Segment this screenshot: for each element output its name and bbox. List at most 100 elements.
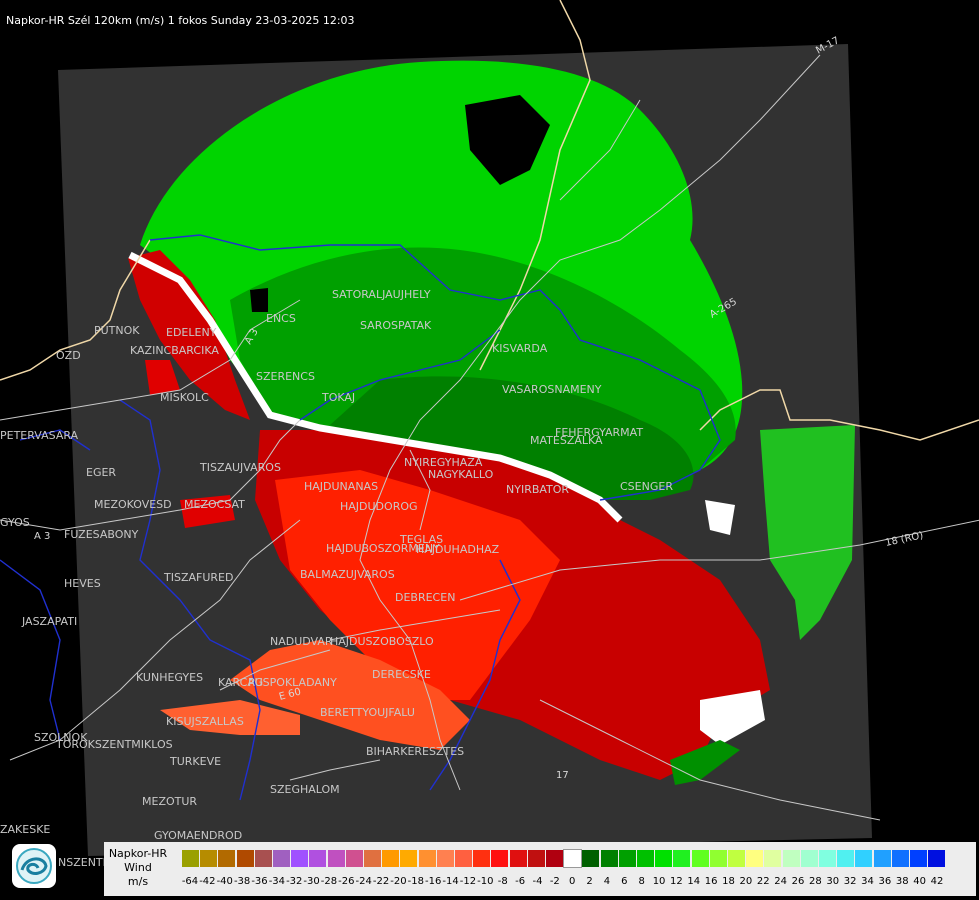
city-label: HAJDUNANAS [304, 480, 378, 493]
legend-swatch [364, 850, 381, 867]
legend-tick-label: 14 [687, 876, 701, 887]
legend-tick-label: 0 [569, 876, 576, 887]
legend-swatch [618, 850, 636, 867]
legend-swatch [509, 850, 527, 867]
legend-swatch [800, 850, 818, 867]
napkor-logo-icon [12, 844, 56, 888]
legend-swatch [273, 850, 290, 867]
city-label: SAROSPATAK [360, 319, 432, 332]
legend-tick-label: 36 [878, 876, 892, 887]
legend-swatch [309, 850, 327, 867]
legend-swatch [254, 850, 272, 867]
zero-velocity-patch [700, 500, 765, 745]
legend-tick-label: -18 [407, 876, 425, 887]
city-label: SZOLNOK [34, 731, 88, 744]
legend-tick-label: -38 [233, 876, 251, 887]
wind-echo-green-darker [330, 376, 694, 500]
legend-tick-label: -22 [372, 876, 390, 887]
city-label: KARCAG [218, 676, 263, 689]
legend-tick-label: -32 [286, 876, 303, 887]
city-label: NAGYKALLO [428, 468, 494, 481]
echo-gap [250, 95, 550, 312]
city-label: MISKOLC [160, 391, 209, 404]
city-label: ZAKESKE [0, 823, 50, 836]
legend-title-line: Wind [124, 861, 152, 874]
legend-tick-label: 42 [930, 876, 944, 887]
wind-echo-orange-west [160, 700, 300, 735]
legend-tick-label: -26 [338, 876, 355, 887]
legend-tick-label: 2 [586, 876, 593, 887]
legend-tick-label: -36 [251, 876, 268, 887]
legend-tick-label: -16 [425, 876, 442, 887]
road-network [0, 54, 979, 821]
color-legend: Napkor-HR Wind m/s -64 -42 -40 -38 -36 -34 -32… [104, 842, 976, 896]
legend-tick-label: 24 [774, 876, 788, 887]
city-label: DERECSKE [372, 668, 431, 681]
legend-tick-label: 26 [791, 876, 805, 887]
city-label: VASAROSNAMENY [502, 383, 602, 396]
legend-swatch [546, 850, 563, 867]
legend-tick-label: 12 [670, 876, 683, 887]
city-label: CSENGER [620, 480, 673, 493]
legend-tick-label: -6 [515, 876, 526, 887]
wind-echo-red-west [145, 360, 235, 528]
legend-swatch [436, 850, 454, 867]
legend-swatch [673, 850, 691, 867]
legend-tick-label: 8 [638, 876, 645, 887]
legend-swatch [637, 850, 654, 867]
legend-swatch [400, 850, 418, 867]
legend-title-line: Napkor-HR [108, 847, 168, 860]
city-label: NYIRBATOR [506, 483, 569, 496]
city-label: PETERVASARA [0, 429, 79, 442]
city-label: MEZOTUR [142, 795, 197, 808]
legend-tick-label: -28 [320, 876, 338, 887]
city-label: JASZAPATI [21, 615, 77, 628]
city-label: SZEGHALOM [270, 783, 340, 796]
legend-tick-label: -4 [532, 876, 543, 887]
legend-swatch [728, 850, 745, 867]
city-label: KAZINCBARCIKA [130, 344, 219, 357]
city-label: FUZESABONY [64, 528, 139, 541]
legend-tick-label: 40 [913, 876, 927, 887]
city-label: KISUJSZALLAS [166, 715, 244, 728]
wind-echo-green-east [760, 425, 855, 640]
city-label: KISVARDA [492, 342, 548, 355]
city-label: BALMAZUJVAROS [300, 568, 395, 581]
city-label: FEHERGYARMAT [555, 426, 643, 439]
city-label: HAJDUDOROG [340, 500, 418, 513]
city-label: HAJDUSZOBOSZLO [330, 635, 434, 648]
legend-swatch [837, 850, 855, 867]
legend-swatch [563, 849, 583, 868]
city-label: HAJDUBOSZORMENY [326, 542, 440, 555]
road-label: 17 [556, 770, 569, 781]
legend-swatch [819, 850, 836, 867]
legend-swatch [327, 850, 345, 867]
city-label: TEGLAS [399, 533, 443, 546]
zero-velocity-band [128, 251, 623, 523]
city-label: NYIREGYHAZA [404, 456, 483, 469]
legend-swatch [764, 850, 782, 867]
city-label: BIHARKERESZTES [366, 745, 464, 758]
legend-tick-label: -20 [390, 876, 407, 887]
legend-swatch [600, 850, 618, 867]
legend-swatch [655, 850, 673, 867]
legend-swatch [382, 850, 400, 867]
legend-tick-label: 18 [722, 876, 735, 887]
legend-swatch [418, 850, 436, 867]
legend-tick-label: 28 [809, 876, 822, 887]
wind-echo-red-bright [275, 470, 560, 700]
legend-swatch [473, 850, 491, 867]
legend-tick-label: -8 [497, 876, 508, 887]
city-label: EDELENY [166, 326, 217, 339]
city-label: HAJDUHADHAZ [416, 543, 500, 556]
county-border [0, 234, 721, 801]
legend-tick-label: 34 [861, 876, 874, 887]
city-label: TURKEVE [169, 755, 221, 768]
city-label: PUTNOK [94, 324, 140, 337]
legend-tick-label: -64 [181, 876, 199, 887]
legend-swatch [345, 850, 363, 867]
city-label: GYOS [0, 516, 30, 529]
legend-tick-label: 38 [895, 876, 909, 887]
legend-swatch [218, 850, 236, 867]
